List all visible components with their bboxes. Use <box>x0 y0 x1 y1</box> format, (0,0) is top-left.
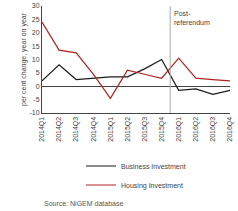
svg-text:Business Investment: Business Investment <box>121 163 186 170</box>
svg-text:25: 25 <box>32 16 40 23</box>
svg-text:15: 15 <box>32 43 40 50</box>
svg-text:2015Q4: 2015Q4 <box>158 117 166 142</box>
svg-text:10: 10 <box>32 56 40 63</box>
svg-text:2016Q4: 2016Q4 <box>226 117 234 142</box>
svg-text:2014Q4: 2014Q4 <box>90 117 98 142</box>
svg-text:2014Q1: 2014Q1 <box>38 117 46 142</box>
svg-text:30: 30 <box>32 2 40 9</box>
svg-text:Source: NiGEM database: Source: NiGEM database <box>44 200 123 207</box>
svg-text:2014Q2: 2014Q2 <box>55 117 63 142</box>
svg-text:2016Q1: 2016Q1 <box>175 117 183 142</box>
svg-text:-5: -5 <box>33 96 39 103</box>
svg-text:per cent change, year on year: per cent change, year on year <box>20 12 28 106</box>
svg-text:0: 0 <box>36 83 40 90</box>
svg-text:Housing Investment: Housing Investment <box>121 182 183 190</box>
svg-text:5: 5 <box>36 69 40 76</box>
svg-text:2015Q2: 2015Q2 <box>124 117 132 142</box>
svg-text:2016Q3: 2016Q3 <box>209 117 217 142</box>
svg-text:2016Q2: 2016Q2 <box>192 117 200 142</box>
svg-text:2014Q3: 2014Q3 <box>72 117 80 142</box>
svg-text:2015Q1: 2015Q1 <box>107 117 115 142</box>
svg-text:2015Q3: 2015Q3 <box>141 117 149 142</box>
svg-text:Post-referendum: Post-referendum <box>174 10 210 26</box>
svg-text:-10: -10 <box>29 109 39 116</box>
svg-text:20: 20 <box>32 29 40 36</box>
